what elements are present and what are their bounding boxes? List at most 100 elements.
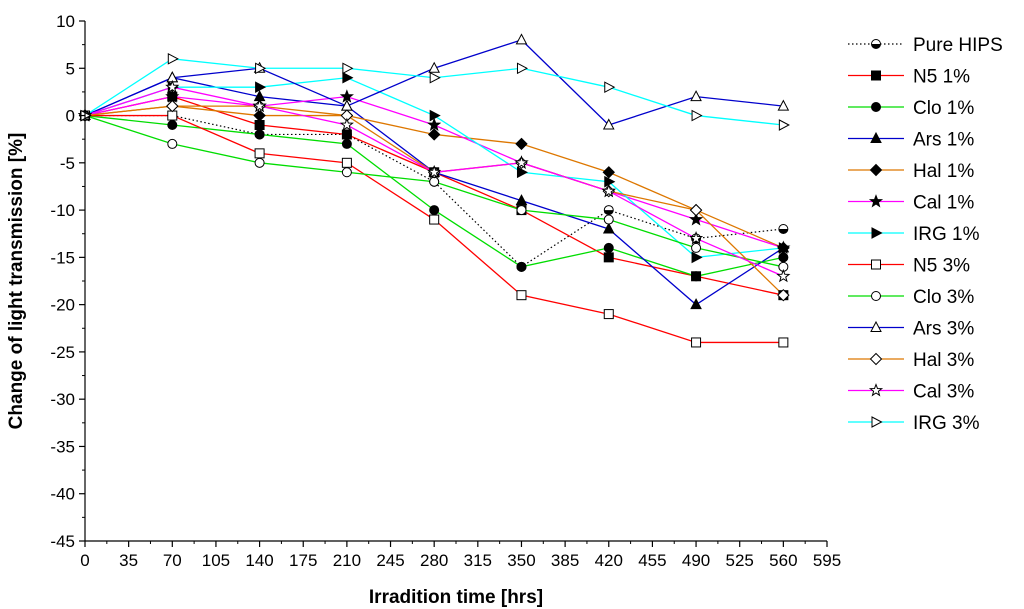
x-axis-title: Irradition time [hrs] — [369, 587, 543, 608]
y-tick-label: -45 — [50, 532, 75, 551]
data-point-marker — [428, 61, 441, 73]
legend-item: Ars 3% — [848, 319, 974, 340]
data-point-marker — [165, 79, 180, 94]
data-point-marker — [871, 227, 883, 239]
legend-label: N5 3% — [913, 256, 970, 277]
data-point-marker — [254, 120, 265, 130]
x-tick-label: 35 — [119, 551, 138, 570]
data-point-marker — [601, 183, 616, 198]
data-point-marker — [255, 81, 267, 94]
y-tick-label: -40 — [50, 485, 75, 504]
data-point-marker — [167, 138, 178, 149]
legend-item: Pure HIPS — [848, 35, 1003, 56]
data-point-marker — [427, 128, 441, 141]
legend-label: Hal 3% — [913, 350, 974, 371]
series-pure-hips — [85, 114, 784, 268]
data-point-marker — [870, 320, 882, 332]
x-tick-label: 420 — [595, 551, 623, 570]
legend-label: Cal 1% — [913, 193, 974, 214]
legend-item: Cal 3% — [848, 382, 974, 403]
x-tick-label: 385 — [551, 551, 579, 570]
data-point-marker — [776, 268, 791, 283]
x-tick-label: 490 — [682, 551, 710, 570]
legend-item: Clo 1% — [848, 98, 974, 119]
data-point-marker — [427, 164, 442, 179]
data-point-marker — [868, 194, 884, 208]
data-point-marker — [871, 102, 881, 112]
data-point-marker — [341, 129, 352, 140]
data-point-marker — [515, 33, 528, 45]
data-point-marker — [254, 157, 265, 168]
data-point-marker — [871, 416, 883, 428]
data-point-marker — [690, 90, 702, 102]
legend-item: IRG 3% — [848, 413, 980, 434]
y-tick-label: -15 — [50, 248, 75, 267]
y-axis-title: Change of light transmission [%] — [6, 133, 27, 430]
data-point-marker — [429, 205, 440, 216]
data-point-marker — [869, 352, 883, 366]
data-point-marker — [777, 99, 790, 111]
data-point-marker-half — [604, 210, 614, 215]
data-point-marker — [339, 89, 354, 103]
data-point-marker — [778, 242, 790, 254]
legend-label: N5 1% — [913, 67, 970, 88]
y-tick-label: -30 — [50, 390, 75, 409]
data-point-marker — [691, 242, 702, 253]
data-point-marker — [339, 117, 354, 132]
data-point-marker — [777, 288, 790, 302]
x-tick-label: 525 — [726, 551, 754, 570]
data-point-marker — [515, 137, 528, 151]
data-point-marker — [871, 291, 881, 301]
y-tick-label: -25 — [50, 343, 75, 362]
series-layer — [77, 33, 791, 348]
legend: Pure HIPS N5 1% Clo 1% Ars 1% Hal 1% Cal 1% IR… — [848, 35, 1003, 434]
x-tick-label: 595 — [813, 551, 841, 570]
data-point-marker — [516, 166, 529, 179]
data-point-marker — [429, 176, 440, 187]
data-point-marker — [603, 242, 614, 253]
y-tick-label: 0 — [66, 107, 75, 126]
data-point-marker — [516, 205, 527, 216]
data-point-marker — [603, 252, 614, 263]
data-point-marker — [516, 290, 527, 301]
data-point-marker — [871, 259, 881, 270]
series-markers — [80, 110, 789, 272]
data-point-marker — [604, 81, 616, 94]
data-point-marker — [689, 203, 703, 217]
data-point-marker — [342, 71, 354, 84]
data-point-marker — [516, 261, 527, 272]
data-point-marker — [429, 214, 440, 225]
data-point-marker — [602, 222, 615, 234]
data-point-marker — [167, 110, 178, 121]
x-tick-label: 245 — [376, 551, 404, 570]
data-point-marker — [688, 231, 704, 245]
x-tick-label: 140 — [245, 551, 273, 570]
legend-label: Ars 1% — [913, 130, 974, 151]
data-point-marker — [254, 129, 265, 140]
data-point-marker-half — [871, 44, 881, 49]
data-point-marker — [871, 70, 881, 81]
data-point-marker — [778, 337, 789, 348]
legend-item: Ars 1% — [848, 130, 974, 151]
legend-label: Cal 3% — [913, 382, 974, 403]
x-tick-label: 210 — [333, 551, 361, 570]
data-point-marker — [602, 166, 615, 179]
y-tick-label: 5 — [66, 59, 75, 78]
x-tick-label: 175 — [289, 551, 317, 570]
x-tick-label: 455 — [638, 551, 666, 570]
data-point-marker — [603, 214, 614, 225]
data-point-marker — [604, 175, 616, 188]
legend-label: Clo 3% — [913, 287, 974, 308]
y-tick-label: -5 — [60, 154, 75, 173]
legend-item: N5 1% — [848, 67, 970, 88]
data-point-marker — [691, 271, 702, 282]
legend-label: Clo 1% — [913, 98, 974, 119]
data-point-marker — [342, 62, 354, 75]
legend-item: Clo 3% — [848, 287, 974, 308]
data-point-marker-half — [778, 229, 788, 234]
data-point-marker — [691, 337, 702, 348]
data-point-marker — [254, 148, 265, 159]
data-point-marker — [778, 119, 790, 131]
